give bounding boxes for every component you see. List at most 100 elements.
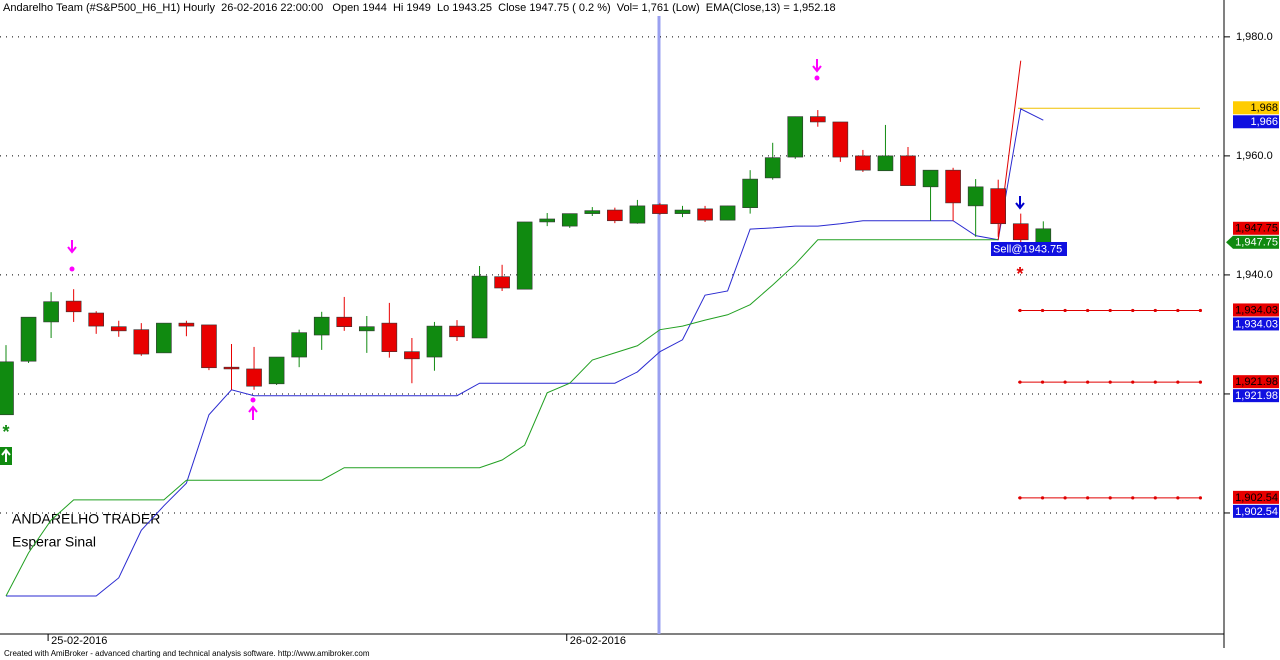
level-dot bbox=[1108, 308, 1112, 313]
candle-body bbox=[65, 300, 82, 313]
level-dot bbox=[1063, 308, 1067, 313]
axis-tag-label: 1,921.98 bbox=[1235, 390, 1278, 402]
x-tick-label: 26-02-2016 bbox=[570, 635, 626, 647]
candle-body bbox=[1012, 223, 1029, 241]
candle-body bbox=[223, 366, 240, 370]
level-dot bbox=[1131, 496, 1135, 500]
signal-dot bbox=[250, 397, 256, 403]
candle-body bbox=[877, 155, 894, 172]
candle-body bbox=[787, 116, 804, 158]
candle-body bbox=[178, 322, 195, 327]
buy-arrow bbox=[1, 448, 11, 462]
level-dot bbox=[1153, 380, 1157, 384]
candle-body bbox=[494, 276, 510, 289]
candle-body bbox=[268, 356, 285, 385]
candle-body bbox=[719, 205, 736, 221]
star-marker: * bbox=[1016, 264, 1023, 284]
x-tick-label: 25-02-2016 bbox=[51, 635, 107, 647]
axis-tag-label: 1,902.54 bbox=[1235, 506, 1278, 518]
level-dot bbox=[1108, 380, 1112, 384]
candle-body bbox=[449, 325, 465, 338]
axis-tag: 1,934.03 bbox=[1233, 303, 1279, 317]
candle-body bbox=[20, 316, 37, 362]
candle-body bbox=[471, 275, 488, 339]
candle-body bbox=[922, 169, 939, 188]
candle-body bbox=[855, 155, 871, 171]
level-dot bbox=[1018, 308, 1022, 313]
sell-arrow bbox=[67, 240, 77, 254]
axis-tag-label: 1,966 bbox=[1250, 116, 1278, 128]
star-marker: * bbox=[2, 422, 9, 442]
candle-body bbox=[336, 316, 353, 327]
candle-body bbox=[291, 332, 307, 358]
annotation: Esperar Sinal bbox=[12, 534, 96, 550]
candle-body bbox=[652, 204, 668, 214]
candle-body bbox=[133, 329, 150, 355]
candle-body bbox=[381, 322, 398, 352]
axis-tag-box bbox=[1233, 235, 1279, 249]
level-dot bbox=[1176, 308, 1180, 313]
candle-body bbox=[674, 209, 691, 214]
candle-body bbox=[516, 221, 533, 290]
candle-body bbox=[88, 312, 104, 327]
axis-tag: 1,902.54 bbox=[1233, 504, 1279, 518]
axis-tag: 1,902.54 bbox=[1233, 490, 1279, 504]
candle-body bbox=[764, 157, 781, 179]
axis-tag: 1,934.03 bbox=[1233, 317, 1279, 331]
level-dot bbox=[1040, 308, 1045, 313]
sell-tag: Sell@1943.75 bbox=[991, 242, 1067, 256]
sell-box bbox=[991, 242, 1067, 256]
candle-body bbox=[945, 169, 961, 204]
candle-body bbox=[990, 188, 1007, 225]
level-dot bbox=[1198, 380, 1202, 384]
candle-body bbox=[697, 208, 713, 221]
axis-tag-box bbox=[1233, 317, 1279, 331]
indicator-line bbox=[5, 239, 999, 597]
candle-body bbox=[742, 178, 758, 208]
candle-body bbox=[809, 116, 826, 123]
candle-body bbox=[629, 205, 646, 224]
candle-body bbox=[426, 325, 443, 358]
level-dot bbox=[1018, 496, 1022, 500]
tag-pointer bbox=[1226, 235, 1233, 249]
level-dot bbox=[1063, 496, 1067, 500]
axis-tag-box bbox=[1233, 115, 1279, 129]
level-dot bbox=[1198, 308, 1202, 313]
axis-tag: 1,947.75 bbox=[1233, 221, 1279, 235]
candle-body bbox=[0, 361, 14, 416]
level-dot bbox=[1153, 308, 1157, 313]
axis-tag: 1,966 bbox=[1233, 115, 1279, 129]
axis-tag: 1,921.98 bbox=[1233, 375, 1279, 389]
level-dot bbox=[1018, 380, 1022, 384]
level-dot bbox=[1176, 380, 1180, 384]
level-dot bbox=[1153, 496, 1157, 500]
level-dot bbox=[1040, 380, 1045, 384]
axis-tag-label: 1,947.75 bbox=[1235, 237, 1278, 249]
axis-tag-box bbox=[1233, 504, 1279, 518]
candle-body bbox=[313, 316, 330, 336]
level-dot bbox=[1176, 496, 1180, 500]
axis-tag: 1,968 bbox=[1233, 101, 1279, 115]
axis-tag-label: 1,968 bbox=[1250, 102, 1278, 114]
candle-body bbox=[201, 324, 217, 369]
axis-tag-box bbox=[1233, 490, 1279, 504]
level-dot bbox=[1086, 380, 1090, 384]
candle-body bbox=[967, 186, 984, 207]
axis-tag-box bbox=[1233, 221, 1279, 235]
level-dot bbox=[1131, 380, 1135, 384]
candle-body bbox=[404, 351, 420, 360]
candle-body bbox=[539, 218, 556, 223]
axis-tag-label: 1,934.03 bbox=[1235, 304, 1278, 316]
sell-arrow bbox=[1015, 196, 1025, 210]
signals: * * bbox=[0, 59, 1025, 465]
candle-body bbox=[607, 209, 623, 222]
axis-tag-label: 1,934.03 bbox=[1235, 318, 1278, 330]
axis-tag-label: 1,947.75 bbox=[1235, 223, 1278, 235]
axis-tag-box bbox=[1233, 101, 1279, 115]
axis-tag: 1,947.75 bbox=[1226, 235, 1279, 249]
candle-body bbox=[584, 210, 601, 214]
axis-tag-box bbox=[1233, 389, 1279, 403]
axis-tag-label: 1,902.54 bbox=[1235, 492, 1278, 504]
level-dot bbox=[1040, 496, 1045, 500]
signal-dot bbox=[814, 75, 820, 81]
